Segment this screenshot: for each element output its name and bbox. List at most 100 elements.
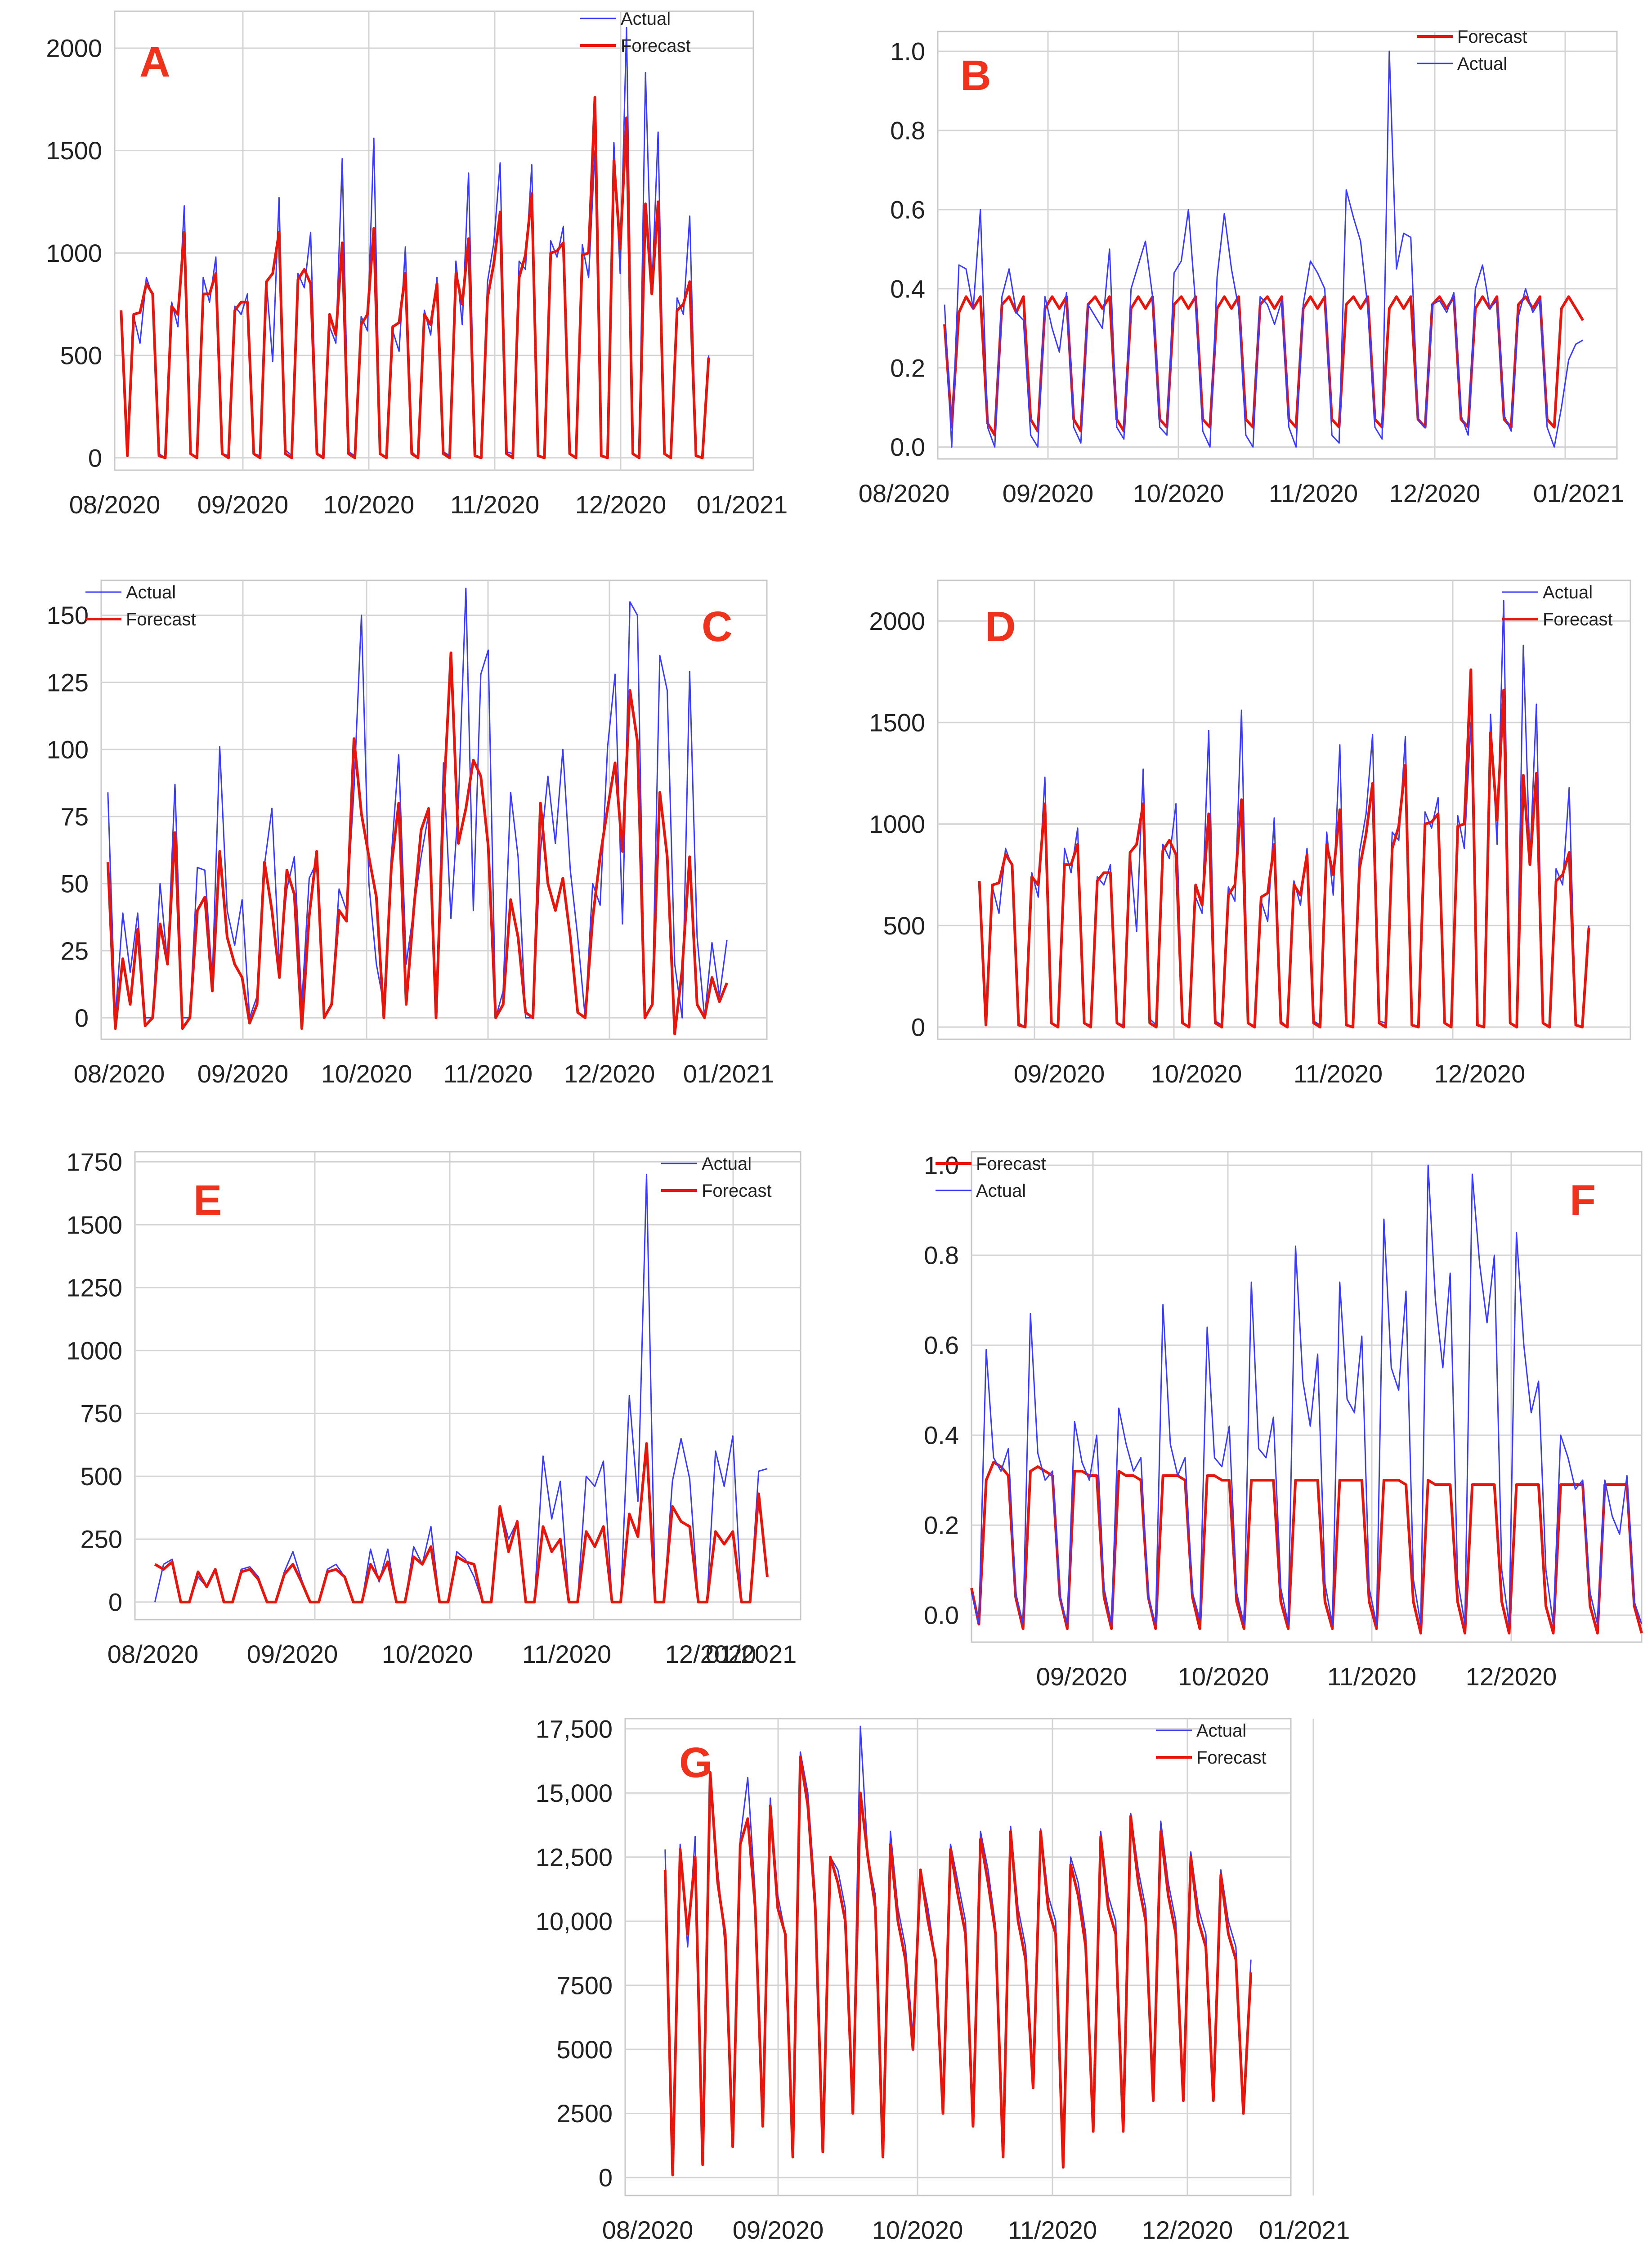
legend-actual-label: Actual xyxy=(621,9,671,29)
y-tick-label: 0.6 xyxy=(890,195,925,224)
x-tick-label: 09/2020 xyxy=(733,2216,824,2244)
y-tick-label: 1000 xyxy=(66,1336,122,1365)
x-tick-label: 09/2020 xyxy=(1014,1060,1105,1088)
actual-series-line xyxy=(971,1164,1643,1625)
forecast-series-line xyxy=(943,295,1585,437)
chart-d: 0 500 1000 1500 2000 09/2020 10/2020 11/2020 12/… xyxy=(869,579,1631,1088)
x-tick-label: 10/2020 xyxy=(1151,1060,1242,1088)
panel-letter: F xyxy=(1570,1176,1596,1224)
plot-frame xyxy=(114,10,754,471)
forecast-series-line xyxy=(978,668,1590,1028)
y-tick-label: 1500 xyxy=(66,1211,122,1239)
x-tick-label: 09/2020 xyxy=(197,1060,288,1088)
legend-actual-label: Actual xyxy=(126,583,176,602)
y-tick-label: 1.0 xyxy=(890,37,925,66)
x-tick-label: 11/2020 xyxy=(1269,479,1358,507)
y-tick-label: 1750 xyxy=(66,1148,122,1176)
y-tick-label: 1500 xyxy=(46,136,102,165)
y-tick-label: 0.8 xyxy=(924,1241,959,1270)
x-tick-label: 11/2020 xyxy=(450,490,539,519)
x-tick-label: 10/2020 xyxy=(872,2216,963,2244)
x-tick-label: 01/2021 xyxy=(1259,2216,1350,2244)
y-tick-label: 250 xyxy=(81,1525,122,1554)
x-tick-label: 09/2020 xyxy=(247,1640,338,1668)
plot-frame xyxy=(624,1718,1292,2196)
y-tick-label: 500 xyxy=(60,341,102,370)
plot-frame xyxy=(134,1151,801,1621)
y-tick-label: 0.4 xyxy=(890,274,925,303)
x-tick-label: 08/2020 xyxy=(107,1640,198,1668)
chart-g: 0 2500 5000 7500 10,000 12,500 15,000 17,500 08/… xyxy=(536,1715,1350,2244)
panel-letter: C xyxy=(702,603,733,651)
y-tick-label: 1250 xyxy=(66,1274,122,1302)
x-tick-label: 10/2020 xyxy=(1178,1662,1269,1691)
y-tick-label: 0.2 xyxy=(924,1511,959,1540)
y-tick-label: 10,000 xyxy=(536,1907,613,1935)
y-tick-label: 50 xyxy=(61,870,89,898)
x-tick-label: 12/2020 xyxy=(1434,1060,1525,1088)
x-tick-label: 08/2020 xyxy=(69,490,160,519)
legend-forecast-label: Forecast xyxy=(1196,1748,1267,1768)
x-tick-label: 01/2021 xyxy=(697,490,788,519)
x-tick-label: 09/2020 xyxy=(1036,1662,1127,1691)
y-tick-label: 2500 xyxy=(556,2099,613,2128)
x-tick-label: 12/2020 xyxy=(665,1640,756,1668)
panel-letter: D xyxy=(985,603,1016,651)
y-tick-label: 100 xyxy=(47,735,89,763)
y-tick-label: 1500 xyxy=(869,709,925,737)
y-tick-label: 0.6 xyxy=(924,1331,959,1360)
y-tick-label: 0.0 xyxy=(890,433,925,461)
panel-letter: G xyxy=(679,1739,712,1787)
chart-a: 0 500 1000 1500 2000 08/2020 09/2020 10/2020 11/… xyxy=(46,9,788,519)
y-tick-label: 0 xyxy=(599,2164,613,2192)
y-tick-label: 0.4 xyxy=(924,1421,959,1450)
x-tick-label: 11/2020 xyxy=(443,1060,533,1088)
y-tick-label: 0 xyxy=(88,444,102,472)
y-tick-label: 5000 xyxy=(556,2035,613,2064)
forecast-series-line xyxy=(120,96,710,459)
y-tick-label: 500 xyxy=(81,1462,122,1491)
x-tick-label: 10/2020 xyxy=(382,1640,473,1668)
forecast-series-line xyxy=(154,1442,769,1603)
legend-forecast-label: Forecast xyxy=(976,1154,1046,1174)
panel-letter: E xyxy=(193,1176,222,1224)
x-tick-label: 11/2020 xyxy=(1294,1060,1383,1088)
y-tick-label: 125 xyxy=(47,668,89,696)
x-tick-label: 12/2020 xyxy=(1389,479,1480,507)
y-tick-label: 0 xyxy=(75,1004,89,1032)
legend-forecast-label: Forecast xyxy=(1543,610,1613,629)
legend-actual-label: Actual xyxy=(702,1154,752,1174)
plot-frame xyxy=(971,1151,1643,1643)
y-tick-label: 15,000 xyxy=(536,1779,613,1807)
chart-c: 0 25 50 75 100 125 150 08/2020 09/2020 10/2020 11/… xyxy=(47,579,774,1088)
panel-letter: B xyxy=(960,52,991,99)
y-tick-label: 750 xyxy=(81,1399,122,1428)
actual-series-line xyxy=(944,50,1584,448)
chart-f: 0.0 0.2 0.4 0.6 0.8 1.0 09/2020 10/2020 11/2020 1… xyxy=(924,1151,1643,1691)
x-tick-label: 01/2021 xyxy=(1533,479,1624,507)
y-tick-label: 500 xyxy=(883,911,925,940)
legend-forecast-label: Forecast xyxy=(1457,27,1527,47)
x-tick-label: 08/2020 xyxy=(602,2216,693,2244)
x-tick-label: 11/2020 xyxy=(522,1640,611,1668)
x-tick-label: 12/2020 xyxy=(564,1060,655,1088)
x-tick-label: 11/2020 xyxy=(1008,2216,1097,2244)
x-tick-label: 08/2020 xyxy=(859,479,949,507)
plot-frame xyxy=(937,579,1631,1040)
x-tick-label: 12/2020 xyxy=(1142,2216,1233,2244)
x-tick-label: 12/2020 xyxy=(575,490,666,519)
legend-actual-label: Actual xyxy=(1457,54,1507,74)
chart-e: 0 250 500 750 1000 1250 1500 1750 08/2020 09/2020… xyxy=(66,1148,801,1668)
legend-actual-label: Actual xyxy=(976,1181,1026,1201)
forecast-series-line xyxy=(970,1461,1643,1634)
y-tick-label: 2000 xyxy=(46,34,102,63)
chart-b: 0.0 0.2 0.4 0.6 0.8 1.0 08/2020 09/2020 10/2020 1… xyxy=(859,27,1624,507)
y-tick-label: 0 xyxy=(911,1013,925,1042)
legend-actual-label: Actual xyxy=(1543,583,1593,602)
x-tick-label: 12/2020 xyxy=(1466,1662,1557,1691)
y-tick-label: 7500 xyxy=(556,1971,613,1999)
y-tick-label: 0.0 xyxy=(924,1601,959,1630)
y-tick-label: 75 xyxy=(61,803,89,831)
forecast-series-line xyxy=(106,651,728,1036)
legend-forecast-label: Forecast xyxy=(621,36,691,56)
